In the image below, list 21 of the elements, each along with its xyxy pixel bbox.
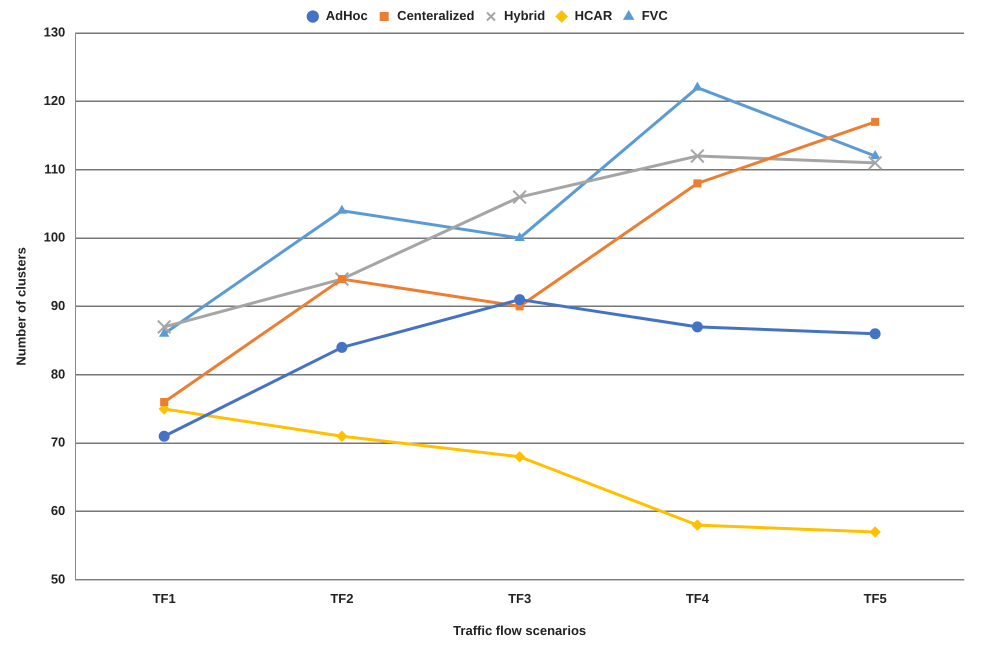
y-tick-label: 110	[44, 161, 66, 176]
y-tick-label: 130	[44, 24, 66, 40]
legend-label: Centeralized	[397, 8, 475, 24]
x-tick-label: TF5	[864, 591, 887, 606]
y-tick-label: 50	[50, 571, 66, 586]
y-tick-label: 120	[44, 92, 66, 108]
legend-label: Hybrid	[504, 8, 546, 24]
legend-label: AdHoc	[326, 8, 368, 24]
legend-label: FVC	[642, 8, 668, 24]
y-tick-label: 100	[44, 230, 66, 245]
x-tick-label: TF2	[330, 591, 354, 606]
x-axis-title: Traffic flow scenarios	[453, 622, 586, 638]
x-tick-label: TF4	[686, 591, 710, 606]
y-axis-title: Number of clusters	[13, 247, 28, 366]
y-tick-label: 60	[50, 503, 66, 518]
y-tick-label: 70	[50, 434, 66, 450]
y-tick-label: 80	[50, 366, 66, 382]
x-tick-label: TF3	[508, 591, 532, 606]
y-tick-label: 90	[50, 298, 66, 313]
legend-label: HCAR	[574, 8, 613, 24]
x-tick-label: TF1	[152, 591, 176, 606]
